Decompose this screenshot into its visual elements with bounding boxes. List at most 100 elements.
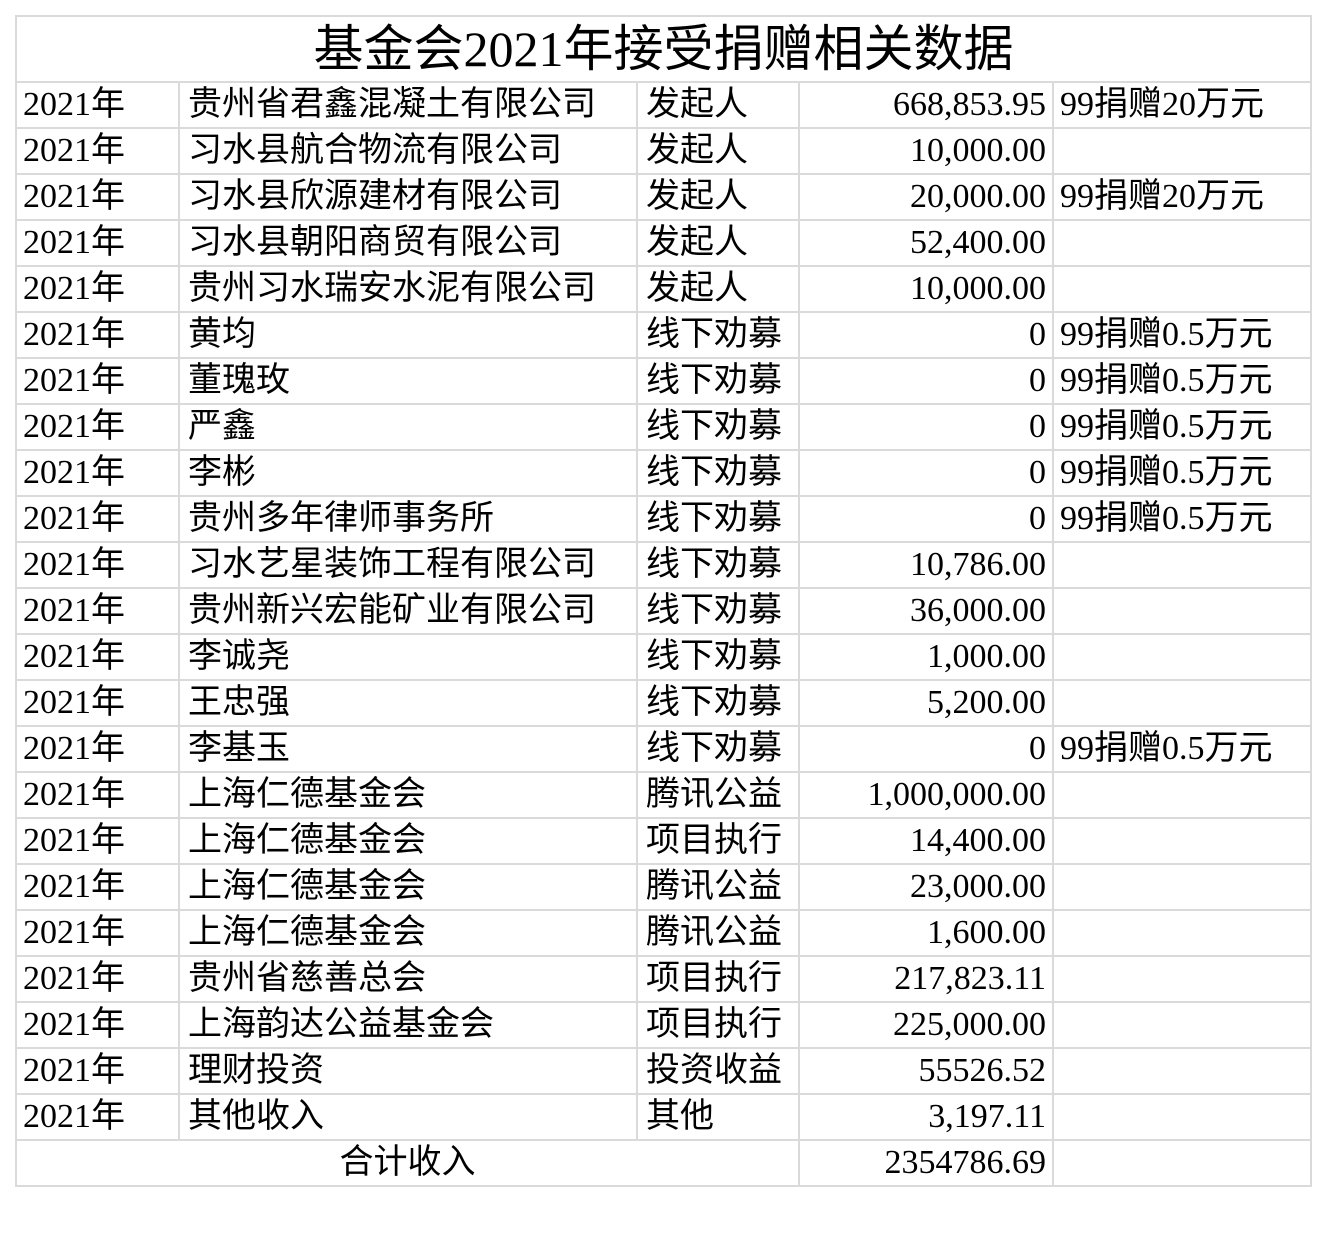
year-cell[interactable]: 2021年: [15, 863, 180, 911]
donor-cell[interactable]: 习水艺星装饰工程有限公司: [178, 541, 638, 589]
year-cell[interactable]: 2021年: [15, 771, 180, 819]
category-cell[interactable]: 线下劝募: [636, 633, 800, 681]
amount-cell[interactable]: 0: [798, 357, 1054, 405]
donor-cell[interactable]: 理财投资: [178, 1047, 638, 1095]
donor-cell[interactable]: 上海仁德基金会: [178, 909, 638, 957]
amount-cell[interactable]: 20,000.00: [798, 173, 1054, 221]
note-cell[interactable]: 99捐赠0.5万元: [1052, 449, 1312, 497]
note-cell[interactable]: [1052, 1001, 1312, 1049]
year-cell[interactable]: 2021年: [15, 173, 180, 221]
amount-cell[interactable]: 52,400.00: [798, 219, 1054, 267]
year-cell[interactable]: 2021年: [15, 357, 180, 405]
category-cell[interactable]: 发起人: [636, 127, 800, 175]
category-cell[interactable]: 腾讯公益: [636, 909, 800, 957]
amount-cell[interactable]: 10,000.00: [798, 265, 1054, 313]
note-cell[interactable]: [1052, 1093, 1312, 1141]
year-cell[interactable]: 2021年: [15, 1093, 180, 1141]
note-cell[interactable]: [1052, 541, 1312, 589]
category-cell[interactable]: 线下劝募: [636, 725, 800, 773]
category-cell[interactable]: 线下劝募: [636, 495, 800, 543]
year-cell[interactable]: 2021年: [15, 725, 180, 773]
note-cell[interactable]: 99捐赠0.5万元: [1052, 725, 1312, 773]
amount-cell[interactable]: 668,853.95: [798, 81, 1054, 129]
year-cell[interactable]: 2021年: [15, 449, 180, 497]
amount-cell[interactable]: 1,000.00: [798, 633, 1054, 681]
year-cell[interactable]: 2021年: [15, 909, 180, 957]
note-cell[interactable]: [1052, 1047, 1312, 1095]
donor-cell[interactable]: 董瑰玫: [178, 357, 638, 405]
category-cell[interactable]: 其他: [636, 1093, 800, 1141]
note-cell[interactable]: [1052, 587, 1312, 635]
note-cell[interactable]: 99捐赠0.5万元: [1052, 311, 1312, 359]
donor-cell[interactable]: 贵州多年律师事务所: [178, 495, 638, 543]
amount-cell[interactable]: 10,786.00: [798, 541, 1054, 589]
note-cell[interactable]: [1052, 679, 1312, 727]
donor-cell[interactable]: 贵州省慈善总会: [178, 955, 638, 1003]
year-cell[interactable]: 2021年: [15, 633, 180, 681]
year-cell[interactable]: 2021年: [15, 587, 180, 635]
donor-cell[interactable]: 上海韵达公益基金会: [178, 1001, 638, 1049]
donor-cell[interactable]: 黄均: [178, 311, 638, 359]
amount-cell[interactable]: 0: [798, 725, 1054, 773]
category-cell[interactable]: 线下劝募: [636, 403, 800, 451]
amount-cell[interactable]: 14,400.00: [798, 817, 1054, 865]
amount-cell[interactable]: 10,000.00: [798, 127, 1054, 175]
donor-cell[interactable]: 王忠强: [178, 679, 638, 727]
donor-cell[interactable]: 习水县朝阳商贸有限公司: [178, 219, 638, 267]
note-cell[interactable]: 99捐赠20万元: [1052, 81, 1312, 129]
donor-cell[interactable]: 上海仁德基金会: [178, 863, 638, 911]
donor-cell[interactable]: 上海仁德基金会: [178, 817, 638, 865]
amount-cell[interactable]: 0: [798, 403, 1054, 451]
note-cell[interactable]: [1052, 127, 1312, 175]
donor-cell[interactable]: 贵州新兴宏能矿业有限公司: [178, 587, 638, 635]
note-cell[interactable]: 99捐赠20万元: [1052, 173, 1312, 221]
year-cell[interactable]: 2021年: [15, 679, 180, 727]
note-cell[interactable]: [1052, 265, 1312, 313]
year-cell[interactable]: 2021年: [15, 817, 180, 865]
category-cell[interactable]: 线下劝募: [636, 311, 800, 359]
year-cell[interactable]: 2021年: [15, 403, 180, 451]
amount-cell[interactable]: 0: [798, 495, 1054, 543]
category-cell[interactable]: 线下劝募: [636, 357, 800, 405]
note-cell[interactable]: [1052, 955, 1312, 1003]
category-cell[interactable]: 腾讯公益: [636, 863, 800, 911]
donor-cell[interactable]: 贵州省君鑫混凝土有限公司: [178, 81, 638, 129]
amount-cell[interactable]: 1,000,000.00: [798, 771, 1054, 819]
amount-cell[interactable]: 36,000.00: [798, 587, 1054, 635]
donor-cell[interactable]: 李彬: [178, 449, 638, 497]
amount-cell[interactable]: 3,197.11: [798, 1093, 1054, 1141]
note-cell[interactable]: 99捐赠0.5万元: [1052, 357, 1312, 405]
donor-cell[interactable]: 习水县航合物流有限公司: [178, 127, 638, 175]
category-cell[interactable]: 项目执行: [636, 955, 800, 1003]
note-cell[interactable]: 99捐赠0.5万元: [1052, 495, 1312, 543]
donor-cell[interactable]: 李基玉: [178, 725, 638, 773]
note-cell[interactable]: [1052, 909, 1312, 957]
note-cell[interactable]: [1052, 817, 1312, 865]
note-cell[interactable]: [1052, 219, 1312, 267]
total-note[interactable]: [1052, 1139, 1312, 1187]
year-cell[interactable]: 2021年: [15, 265, 180, 313]
note-cell[interactable]: [1052, 863, 1312, 911]
year-cell[interactable]: 2021年: [15, 219, 180, 267]
category-cell[interactable]: 线下劝募: [636, 679, 800, 727]
category-cell[interactable]: 发起人: [636, 219, 800, 267]
category-cell[interactable]: 腾讯公益: [636, 771, 800, 819]
year-cell[interactable]: 2021年: [15, 1047, 180, 1095]
year-cell[interactable]: 2021年: [15, 1001, 180, 1049]
category-cell[interactable]: 发起人: [636, 81, 800, 129]
category-cell[interactable]: 投资收益: [636, 1047, 800, 1095]
donor-cell[interactable]: 习水县欣源建材有限公司: [178, 173, 638, 221]
total-amount[interactable]: 2354786.69: [798, 1139, 1054, 1187]
amount-cell[interactable]: 55526.52: [798, 1047, 1054, 1095]
year-cell[interactable]: 2021年: [15, 955, 180, 1003]
amount-cell[interactable]: 5,200.00: [798, 679, 1054, 727]
year-cell[interactable]: 2021年: [15, 495, 180, 543]
donor-cell[interactable]: 严鑫: [178, 403, 638, 451]
donor-cell[interactable]: 贵州习水瑞安水泥有限公司: [178, 265, 638, 313]
year-cell[interactable]: 2021年: [15, 127, 180, 175]
amount-cell[interactable]: 23,000.00: [798, 863, 1054, 911]
category-cell[interactable]: 线下劝募: [636, 541, 800, 589]
note-cell[interactable]: [1052, 633, 1312, 681]
donor-cell[interactable]: 李诚尧: [178, 633, 638, 681]
note-cell[interactable]: 99捐赠0.5万元: [1052, 403, 1312, 451]
